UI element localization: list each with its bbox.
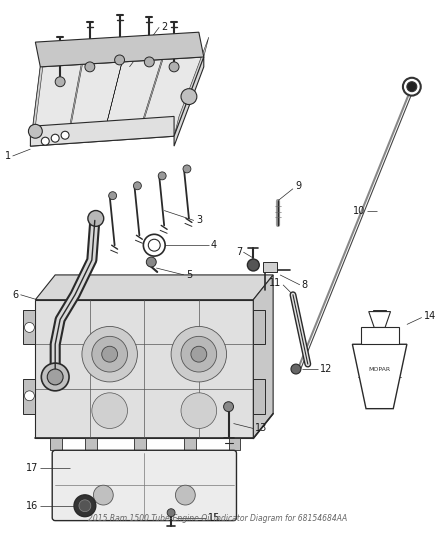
Text: MOPAR: MOPAR xyxy=(368,367,391,372)
Circle shape xyxy=(92,393,127,429)
Text: 14: 14 xyxy=(424,311,436,320)
Circle shape xyxy=(82,326,138,382)
Bar xyxy=(263,262,277,272)
Bar xyxy=(229,438,240,450)
Polygon shape xyxy=(174,37,209,136)
Polygon shape xyxy=(35,300,253,438)
Text: 12: 12 xyxy=(320,364,332,374)
Circle shape xyxy=(25,322,34,333)
Circle shape xyxy=(183,165,191,173)
Bar xyxy=(373,310,386,312)
Circle shape xyxy=(134,182,141,190)
Circle shape xyxy=(146,257,156,267)
Polygon shape xyxy=(30,47,45,146)
Circle shape xyxy=(115,55,124,65)
Text: 13: 13 xyxy=(255,424,268,433)
Text: 10: 10 xyxy=(353,206,365,215)
Text: 7: 7 xyxy=(236,247,242,257)
Polygon shape xyxy=(35,32,204,67)
Circle shape xyxy=(224,402,233,411)
Text: 6: 6 xyxy=(12,290,18,300)
Text: 4: 4 xyxy=(211,240,217,250)
Text: 1: 1 xyxy=(4,151,11,161)
Text: 5: 5 xyxy=(186,270,192,280)
Circle shape xyxy=(191,346,207,362)
Circle shape xyxy=(85,62,95,72)
Circle shape xyxy=(93,485,113,505)
Circle shape xyxy=(51,134,59,142)
Circle shape xyxy=(181,393,217,429)
Polygon shape xyxy=(66,45,86,144)
Polygon shape xyxy=(353,344,407,409)
Circle shape xyxy=(92,336,127,372)
Bar xyxy=(24,379,35,414)
Circle shape xyxy=(28,124,42,138)
Circle shape xyxy=(167,508,175,516)
Circle shape xyxy=(145,57,154,67)
Polygon shape xyxy=(174,57,204,146)
Bar xyxy=(184,438,196,450)
Circle shape xyxy=(25,391,34,401)
Polygon shape xyxy=(360,327,399,344)
Circle shape xyxy=(181,336,217,372)
Circle shape xyxy=(61,131,69,139)
Bar xyxy=(50,438,62,450)
Circle shape xyxy=(176,485,195,505)
Circle shape xyxy=(109,192,117,200)
Bar xyxy=(24,310,35,344)
Bar xyxy=(134,438,146,450)
Circle shape xyxy=(158,172,166,180)
Circle shape xyxy=(291,364,301,374)
Text: 9: 9 xyxy=(295,181,301,191)
Circle shape xyxy=(171,326,226,382)
Circle shape xyxy=(79,500,91,512)
Circle shape xyxy=(41,363,69,391)
Circle shape xyxy=(74,495,96,516)
Bar xyxy=(253,310,265,344)
Bar xyxy=(253,379,265,414)
Polygon shape xyxy=(35,275,273,300)
Circle shape xyxy=(41,137,49,145)
Circle shape xyxy=(55,77,65,87)
Circle shape xyxy=(407,82,417,92)
Circle shape xyxy=(148,239,160,251)
Polygon shape xyxy=(102,42,127,141)
Polygon shape xyxy=(30,116,174,146)
Circle shape xyxy=(247,259,259,271)
Text: 11: 11 xyxy=(269,278,281,288)
Text: 16: 16 xyxy=(26,501,39,511)
Text: 17: 17 xyxy=(26,463,39,473)
Circle shape xyxy=(169,62,179,72)
Text: 2015 Ram 1500 Tube-Engine Oil Indicator Diagram for 68154684AA: 2015 Ram 1500 Tube-Engine Oil Indicator … xyxy=(88,514,347,522)
Circle shape xyxy=(181,88,197,104)
Text: 8: 8 xyxy=(302,280,308,290)
Text: 15: 15 xyxy=(208,513,220,523)
Text: 3: 3 xyxy=(196,215,202,225)
Circle shape xyxy=(88,211,104,227)
Polygon shape xyxy=(30,57,204,146)
Polygon shape xyxy=(138,39,168,139)
Bar xyxy=(85,438,97,450)
FancyBboxPatch shape xyxy=(52,450,237,521)
Circle shape xyxy=(102,346,117,362)
Text: 2: 2 xyxy=(161,22,167,32)
Circle shape xyxy=(47,369,63,385)
Polygon shape xyxy=(253,275,273,438)
Polygon shape xyxy=(369,312,391,327)
Circle shape xyxy=(403,78,421,95)
